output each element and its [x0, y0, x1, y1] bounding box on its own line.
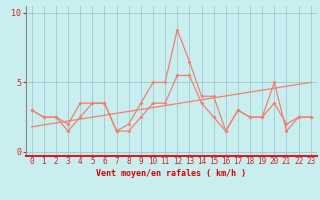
X-axis label: Vent moyen/en rafales ( km/h ): Vent moyen/en rafales ( km/h ) [96, 169, 246, 178]
